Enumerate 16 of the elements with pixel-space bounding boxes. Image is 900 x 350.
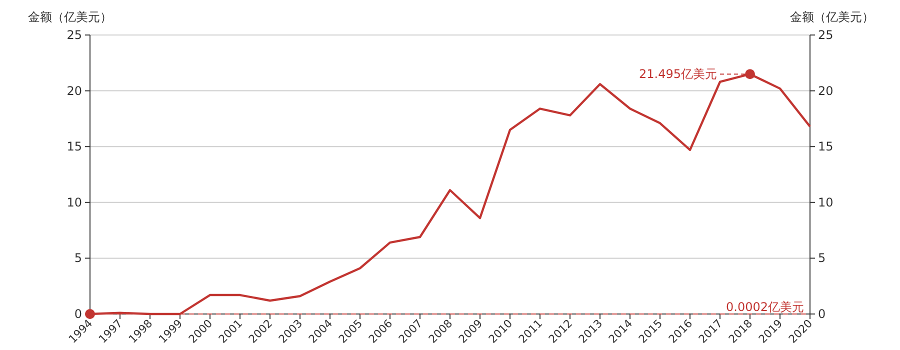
y-tick-label: 0 bbox=[74, 307, 82, 321]
y2-tick-label: 0 bbox=[818, 307, 826, 321]
y2-tick-label: 25 bbox=[818, 28, 834, 42]
y-tick-label: 10 bbox=[66, 195, 82, 210]
y-tick-label: 20 bbox=[66, 84, 82, 98]
y2-tick-label: 10 bbox=[818, 195, 834, 210]
y-axis-title: 金额（亿美元） bbox=[28, 10, 112, 24]
y2-tick-label: 15 bbox=[818, 140, 834, 154]
y-tick-label: 5 bbox=[74, 251, 82, 266]
y2-tick-label: 20 bbox=[818, 84, 834, 98]
annotation: 21.495亿美元 bbox=[639, 67, 717, 82]
y2-axis-title: 金额（亿美元） bbox=[790, 10, 874, 24]
y-tick-label: 25 bbox=[66, 28, 82, 42]
ref-line-label: 0.0002亿美元 bbox=[726, 300, 804, 314]
y-tick-label: 15 bbox=[66, 140, 82, 154]
y2-tick-label: 5 bbox=[818, 251, 826, 266]
